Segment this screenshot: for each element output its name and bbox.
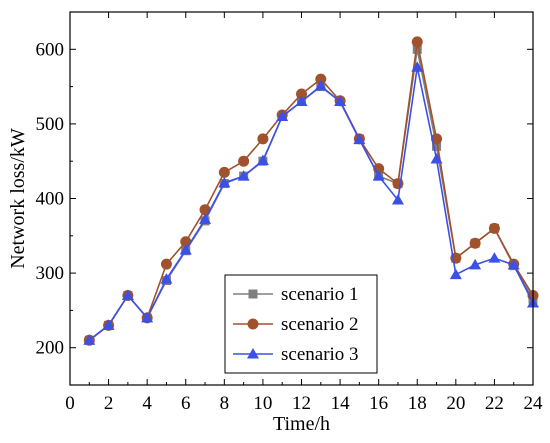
legend-item: scenario 3 [233, 344, 359, 365]
x-tick-label: 0 [65, 393, 75, 414]
data-point [449, 268, 462, 280]
data-point [256, 154, 269, 165]
data-point [83, 334, 96, 345]
data-point [391, 193, 404, 205]
data-point [160, 273, 173, 284]
data-point [372, 170, 385, 181]
data-point [314, 79, 327, 91]
data-point [411, 61, 424, 72]
y-tick-label: 200 [36, 338, 65, 359]
x-tick-label: 16 [369, 393, 388, 414]
legend: scenario 1 scenario 2 scenario 3 [224, 274, 378, 374]
data-point [295, 95, 308, 107]
series-3 [83, 61, 539, 345]
x-tick-label: 6 [181, 393, 191, 414]
x-tick-label: 18 [408, 393, 427, 414]
x-axis-label: Time/h [273, 413, 330, 435]
y-tick-label: 400 [36, 189, 65, 210]
x-tick-label: 4 [142, 393, 152, 414]
data-point [257, 133, 269, 145]
legend-item: scenario 2 [233, 314, 359, 335]
x-tick-label: 14 [331, 393, 351, 414]
data-point [218, 176, 231, 188]
data-point [141, 311, 154, 323]
legend-label: scenario 3 [281, 344, 359, 365]
data-point [247, 318, 259, 330]
data-point [238, 155, 250, 167]
data-point [121, 289, 134, 300]
data-point [488, 252, 501, 263]
data-point [218, 166, 230, 178]
data-point [507, 258, 520, 270]
data-point [430, 152, 443, 164]
data-point [237, 170, 250, 181]
data-point [276, 110, 289, 121]
data-point [412, 44, 422, 54]
legend-label: scenario 2 [281, 314, 359, 335]
y-tick-label: 500 [36, 114, 65, 135]
x-tick-label: 2 [104, 393, 114, 414]
data-point [102, 319, 115, 330]
data-point [160, 258, 172, 270]
data-point [248, 289, 258, 299]
data-point [179, 243, 192, 255]
x-tick-label: 24 [524, 393, 544, 414]
data-point [469, 237, 481, 249]
legend-label: scenario 1 [281, 284, 359, 305]
x-tick-label: 12 [292, 393, 311, 414]
data-point [247, 348, 259, 359]
y-axis-label: Network loss/kW [7, 128, 29, 269]
data-point [432, 141, 442, 151]
data-point [469, 258, 482, 270]
data-point [199, 213, 212, 224]
data-point [411, 36, 423, 48]
y-tick-label: 600 [36, 39, 65, 60]
x-tick-label: 20 [446, 393, 465, 414]
x-tick-label: 10 [253, 393, 272, 414]
data-point [353, 133, 366, 145]
series-line [88, 67, 534, 341]
x-tick-label: 8 [220, 393, 230, 414]
y-tick-label: 300 [36, 263, 65, 284]
series-layer [83, 36, 539, 346]
data-point [488, 222, 500, 234]
x-tick-label: 22 [485, 393, 504, 414]
data-point [334, 95, 347, 107]
legend-item: scenario 1 [233, 284, 359, 305]
